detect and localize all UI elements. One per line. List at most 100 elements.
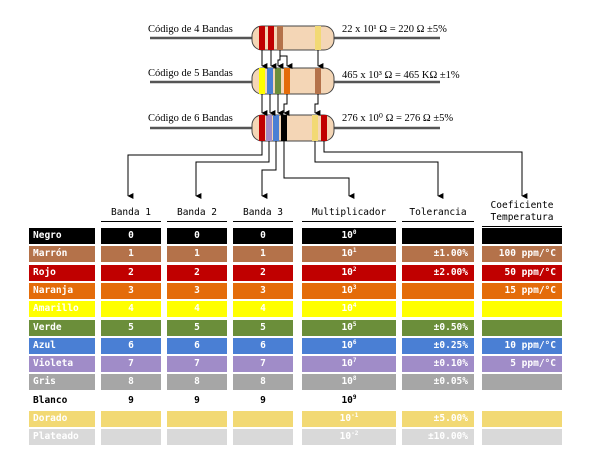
- banda-2-value: 2: [167, 264, 227, 281]
- band: [267, 68, 273, 94]
- resistor-label: Código de 4 Bandas: [148, 24, 233, 35]
- resistor-formula: 276 x 10⁰ Ω = 276 Ω ±5%: [342, 112, 453, 124]
- banda-1-value: 4: [101, 301, 161, 318]
- coeficiente-value: [482, 411, 562, 427]
- table-row: Naranja 3 3 3 103 15 ppm/°C: [0, 282, 597, 299]
- coeficiente-value: 5 ppm/°C: [482, 356, 562, 373]
- resistor-5-bands: Código de 5 Bandas 465 x 10³ Ω = 465 KΩ …: [148, 67, 460, 95]
- band: [277, 26, 283, 50]
- tolerancia-value: ±0.25%: [402, 337, 474, 354]
- multiplicador-value: 10-2: [302, 429, 396, 446]
- coeficiente-value: 50 ppm/°C: [482, 264, 562, 281]
- header-banda-3: Banda 3: [233, 207, 293, 222]
- color-name: Dorado: [29, 411, 95, 427]
- multiplicador-value: 108: [302, 374, 396, 391]
- coeficiente-value: [482, 429, 562, 446]
- coeficiente-value: 15 ppm/°C: [482, 282, 562, 299]
- tolerancia-value: [402, 228, 474, 244]
- band: [321, 115, 327, 141]
- band: [281, 115, 287, 141]
- banda-3-value: 3: [233, 282, 293, 299]
- color-name: Marrón: [29, 246, 95, 263]
- multiplicador-value: 10-1: [302, 411, 396, 427]
- banda-1-value: [101, 411, 161, 427]
- banda-2-value: 6: [167, 337, 227, 354]
- coeficiente-value: [482, 392, 562, 409]
- banda-3-value: 1: [233, 246, 293, 263]
- banda-3-value: 0: [233, 228, 293, 244]
- banda-1-value: 2: [101, 264, 161, 281]
- tolerancia-value: ±0.10%: [402, 356, 474, 373]
- tolerancia-value: ±2.00%: [402, 264, 474, 281]
- multiplicador-value: 100: [302, 228, 396, 244]
- banda-3-value: 8: [233, 374, 293, 391]
- table-row: Marrón 1 1 1 101 ±1.00% 100 ppm/°C: [0, 246, 597, 263]
- band: [284, 68, 290, 94]
- tolerancia-value: [402, 392, 474, 409]
- table-row: Negro 0 0 0 100: [0, 228, 597, 244]
- coeficiente-value: [482, 374, 562, 391]
- banda-3-value: 4: [233, 301, 293, 318]
- banda-2-value: 5: [167, 319, 227, 336]
- resistor-label: Código de 6 Bandas: [148, 113, 233, 124]
- tolerancia-value: [402, 301, 474, 318]
- header-banda-2: Banda 2: [167, 207, 227, 222]
- table-row: Azul 6 6 6 106 ±0.25% 10 ppm/°C: [0, 337, 597, 354]
- table-row: Violeta 7 7 7 107 ±0.10% 5 ppm/°C: [0, 356, 597, 373]
- multiplicador-value: 109: [302, 392, 396, 409]
- color-name: Amarillo: [29, 301, 95, 318]
- banda-3-value: 7: [233, 356, 293, 373]
- table-row: Verde 5 5 5 105 ±0.50%: [0, 319, 597, 336]
- banda-1-value: 5: [101, 319, 161, 336]
- banda-1-value: 3: [101, 282, 161, 299]
- coeficiente-value: [482, 228, 562, 244]
- banda-1-value: 7: [101, 356, 161, 373]
- color-name: Plateado: [29, 429, 95, 446]
- banda-3-value: 2: [233, 264, 293, 281]
- banda-1-value: 9: [101, 392, 161, 409]
- coeficiente-value: 100 ppm/°C: [482, 246, 562, 263]
- multiplicador-value: 102: [302, 264, 396, 281]
- tolerancia-value: ±10.00%: [402, 429, 474, 446]
- band: [312, 115, 318, 141]
- banda-2-value: [167, 411, 227, 427]
- band: [315, 26, 321, 50]
- band: [268, 26, 274, 50]
- tolerancia-value: ±1.00%: [402, 246, 474, 263]
- banda-2-value: 1: [167, 246, 227, 263]
- banda-1-value: 1: [101, 246, 161, 263]
- band: [259, 26, 265, 50]
- band-arrows-top: [261, 50, 324, 69]
- color-name: Blanco: [29, 392, 95, 409]
- resistor-label: Código de 5 Bandas: [148, 68, 233, 79]
- multiplicador-value: 105: [302, 319, 396, 336]
- banda-1-value: 6: [101, 337, 161, 354]
- banda-3-value: [233, 429, 293, 446]
- banda-2-value: 3: [167, 282, 227, 299]
- resistor-4-bands: Código de 4 Bandas 22 x 10¹ Ω = 220 Ω ±5…: [148, 24, 447, 51]
- banda-2-value: 4: [167, 301, 227, 318]
- band: [315, 68, 321, 94]
- coeficiente-value: 10 ppm/°C: [482, 337, 562, 354]
- table-row: Blanco 9 9 9 109: [0, 392, 597, 409]
- color-name: Azul: [29, 337, 95, 354]
- color-name: Gris: [29, 374, 95, 391]
- tolerancia-value: [402, 282, 474, 299]
- banda-1-value: 0: [101, 228, 161, 244]
- banda-1-value: [101, 429, 161, 446]
- banda-2-value: [167, 429, 227, 446]
- resistor-formula: 465 x 10³ Ω = 465 KΩ ±1%: [342, 70, 460, 81]
- tolerancia-value: ±5.00%: [402, 411, 474, 427]
- color-name: Naranja: [29, 282, 95, 299]
- coeficiente-value: [482, 301, 562, 318]
- multiplicador-value: 106: [302, 337, 396, 354]
- column-connectors: [127, 141, 528, 199]
- banda-3-value: 9: [233, 392, 293, 409]
- tolerancia-value: ±0.50%: [402, 319, 474, 336]
- header-tolerancia: Tolerancia: [402, 207, 474, 222]
- banda-2-value: 9: [167, 392, 227, 409]
- color-name: Violeta: [29, 356, 95, 373]
- banda-2-value: 7: [167, 356, 227, 373]
- resistor-6-bands: Código de 6 Bandas 276 x 10⁰ Ω = 276 Ω ±…: [148, 112, 453, 142]
- banda-2-value: 0: [167, 228, 227, 244]
